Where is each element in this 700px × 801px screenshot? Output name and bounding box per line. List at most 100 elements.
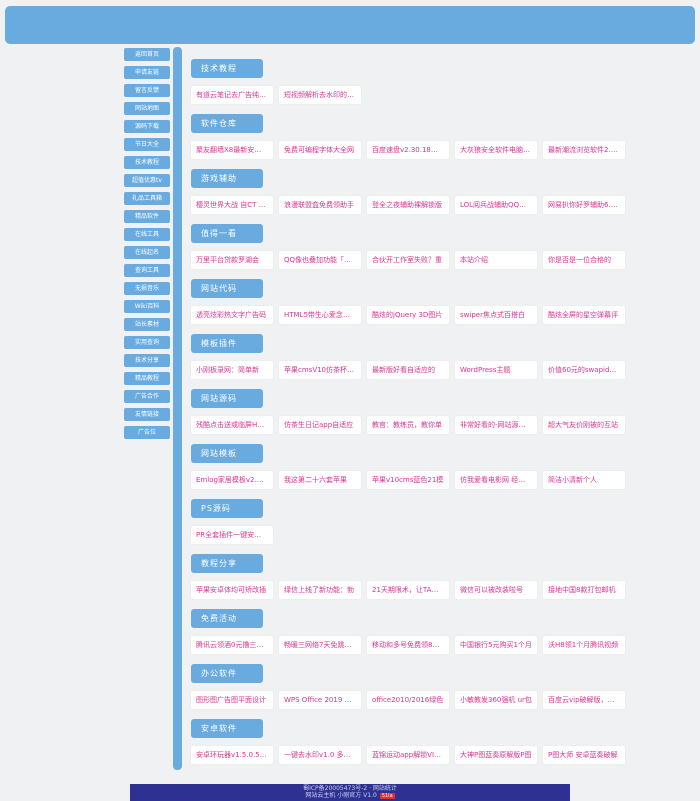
article-card[interactable]: 酷炫全屏的星空弹幕评 [543,306,625,324]
sidebar-item[interactable]: 在线工具 [124,228,170,241]
sidebar-item[interactable]: 无损音乐 [124,282,170,295]
sidebar-item[interactable]: 技术教程 [124,156,170,169]
article-card[interactable]: 苹果安卓体均可矫改插 [191,581,273,599]
article-card[interactable]: 21天期限术，让TA一直 [367,581,449,599]
category-section: 技术教程有道云笔记去广告纯净版 短视频解析去水印的软件 [191,51,663,104]
sidebar-item[interactable]: 申请友链 [124,66,170,79]
article-card[interactable]: 聚友翻墙X8最新安卓人人 [191,141,273,159]
article-card[interactable]: QQ像也叠加功能「小饭」 [279,251,361,269]
article-card[interactable]: WPS Office 2019 激活 [279,691,361,709]
article-card[interactable]: 教官：教练员，教你单 [367,416,449,434]
sidebar-item[interactable]: 源码下载 [124,120,170,133]
sidebar-item[interactable]: 节日大全 [124,138,170,151]
article-card[interactable]: 小刚板录网：简单新 [191,361,273,379]
article-card[interactable]: 绿信上线了新功能：勃 [279,581,361,599]
sidebar-item[interactable]: 礼品工具箱 [124,192,170,205]
article-card[interactable]: 合伙开工作室失败？重 [367,251,449,269]
article-card[interactable]: 我这第二十六套苹果 [279,471,361,489]
article-card[interactable]: 大神P图蓝奏原解版P图 [455,746,537,764]
article-card[interactable]: 价值60元的swapidc小 [543,361,625,379]
category-section: 网站模板 Emlog家居模板v2.0PHP 我这第二十六套苹果 苹果v10cms蓝色2… [191,436,663,489]
article-card[interactable]: 残酷点击送或临屏H5人 [191,416,273,434]
article-card[interactable]: 短视频解析去水印的软件 [279,86,361,104]
article-card[interactable]: 沃H8领1个月腾讯视频 [543,636,625,654]
sidebar-item[interactable]: 技术分享 [124,354,170,367]
article-card[interactable]: 百度云vip破解版，速度 [543,691,625,709]
sidebar-item[interactable]: 广告位 [124,426,170,439]
section-title-button[interactable]: 办公软件 [191,664,263,683]
article-card[interactable]: 微信可以被改装啦号 [455,581,537,599]
sidebar-item[interactable]: 友情链接 [124,408,170,421]
article-card[interactable]: 接地中国8款打包邮机 [543,581,625,599]
article-card[interactable]: 图形图广告图平面设计 [191,691,273,709]
article-card[interactable]: 移动和多号免费领8个月 [367,636,449,654]
section-title-button[interactable]: 技术教程 [191,59,263,78]
article-card[interactable]: WordPress主题 [455,361,537,379]
section-title-button[interactable]: 软件仓库 [191,114,263,133]
article-card[interactable]: 小敏教发360强机 ur包 [455,691,537,709]
section-title-button[interactable]: 网站代码 [191,279,263,298]
sidebar-item[interactable]: 实用查询 [124,336,170,349]
article-card[interactable]: office2010/2016绿色 [367,691,449,709]
sidebar-item[interactable]: 超值优惠tv [124,174,170,187]
footer: 蜀ICP备20005473号-2 · 网站统计 网站云主机 小刚官方 V1.0 5… [130,784,570,801]
article-card[interactable]: 苹果cmsV10仿茶杯风格 [279,361,361,379]
article-card[interactable]: 本站介绍 [455,251,537,269]
section-title-button[interactable]: 网站源码 [191,389,263,408]
sidebar-item[interactable]: 网站地图 [124,102,170,115]
section-title-button[interactable]: 网站模板 [191,444,263,463]
sidebar-item[interactable]: 精品教程 [124,372,170,385]
article-card[interactable]: 超大气友价刚被的互站 [543,416,625,434]
article-card[interactable]: LOL阅兵战辅助QQ粉丝 [455,196,537,214]
article-card[interactable]: 大灰狼安全软件电脑蓝奏 [455,141,537,159]
sidebar-item[interactable]: Wiki百科 [124,300,170,313]
article-card[interactable]: 最新潮流浏览软件2.0仅 [543,141,625,159]
sidebar-item[interactable]: 返回首页 [124,48,170,61]
article-card[interactable]: 浪漫联盟盒免费领助手 [279,196,361,214]
article-card[interactable]: 最新版好看自适应的 [367,361,449,379]
section-title-button[interactable]: PS源码 [191,499,263,518]
sidebar-item[interactable]: 广告合作 [124,390,170,403]
article-card[interactable]: 腾讯云领酒0元撸三个域 [191,636,273,654]
card-row: 残酷点击送或临屏H5人 仿茶生日记app自适应 教官：教练员，教你单 非常好看的-网站… [191,416,663,434]
article-card[interactable]: P图大师 安卓蓝奏破解 [543,746,625,764]
article-card[interactable]: 登全之夜辅助裸解锁版 [367,196,449,214]
article-card[interactable]: 万里平台贷款罗湖会 [191,251,273,269]
article-card[interactable]: 百度速盘v2.30.18蓝奏 [367,141,449,159]
sidebar-item[interactable]: 查询工具 [124,264,170,277]
section-title-button[interactable]: 安卓软件 [191,719,263,738]
section-title-button[interactable]: 免费活动 [191,609,263,628]
article-card[interactable]: 畅暖三网络7天免跳两金 [279,636,361,654]
article-card[interactable]: Emlog家居模板v2.0PHP [191,471,273,489]
article-card[interactable]: 樱灵世界大战 自CT 多功 [191,196,273,214]
section-title-button[interactable]: 游戏辅助 [191,169,263,188]
sidebar-item[interactable]: 在线起名 [124,246,170,259]
category-section: 网站代码透亮炫彩热文字广告码 HTML5带生心爱念手机 酷炫的jQuery 3D图片… [191,271,663,324]
article-card[interactable]: 蓝锦运动app解锁VIP版 [367,746,449,764]
article-card[interactable]: 免费可编程字体大全网 [279,141,361,159]
sidebar-item[interactable]: 留言反馈 [124,84,170,97]
article-card[interactable]: 中国银行5元购买1个月 [455,636,537,654]
article-card[interactable]: 网易扒你好罗辅助6.2.1 [543,196,625,214]
article-card[interactable]: 安卓环玩器v1.5.0.5绿化 [191,746,273,764]
article-card[interactable]: 苹果v10cms蓝色21模 [367,471,449,489]
article-card[interactable]: 简洁小清新个人 [543,471,625,489]
article-card[interactable]: 非常好看的-网站源码上 [455,416,537,434]
article-card[interactable]: 酷炫的jQuery 3D图片 [367,306,449,324]
article-card[interactable]: 仿我爱看电影网 经典蓝 [455,471,537,489]
article-card[interactable]: HTML5带生心爱念手机 [279,306,361,324]
sidebar-item[interactable]: 精品软件 [124,210,170,223]
article-card[interactable]: PR全套插件一键安装去 [191,526,273,544]
article-card[interactable]: 透亮炫彩热文字广告码 [191,306,273,324]
stats-badge[interactable]: 51la [379,792,395,799]
section-title-button[interactable]: 模板插件 [191,334,263,353]
article-card[interactable]: swiper焦点式百搭白 [455,306,537,324]
article-card[interactable]: 一键去水印v1.0 多平台 [279,746,361,764]
article-card[interactable]: 你是否是一位合格的 [543,251,625,269]
section-title-button[interactable]: 教程分享 [191,554,263,573]
sidebar-item[interactable]: 站长素材 [124,318,170,331]
article-card[interactable]: 仿茶生日记app自适应 [279,416,361,434]
article-card[interactable]: 有道云笔记去广告纯净版 [191,86,273,104]
top-header [5,6,695,44]
section-title-button[interactable]: 值得一看 [191,224,263,243]
